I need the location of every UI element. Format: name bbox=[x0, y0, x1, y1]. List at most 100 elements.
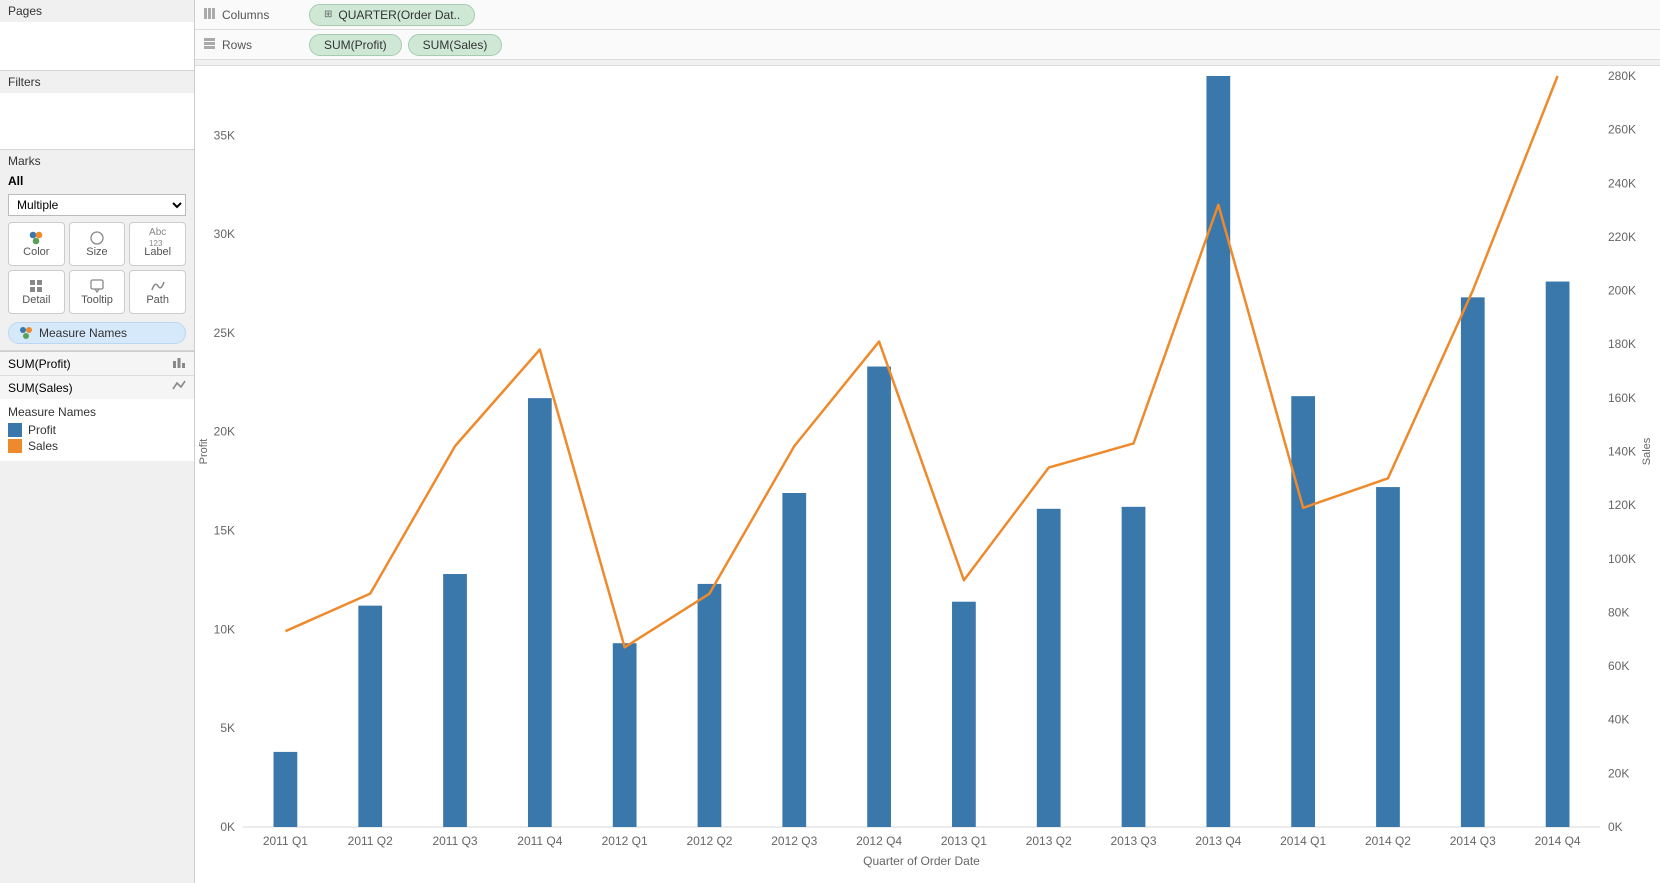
svg-text:240K: 240K bbox=[1608, 176, 1636, 190]
rows-pill[interactable]: SUM(Sales) bbox=[408, 34, 503, 56]
columns-icon bbox=[203, 7, 216, 23]
svg-text:2014 Q4: 2014 Q4 bbox=[1535, 834, 1581, 848]
pages-shelf[interactable]: Pages bbox=[0, 0, 194, 71]
svg-text:140K: 140K bbox=[1608, 445, 1636, 459]
svg-text:2013 Q1: 2013 Q1 bbox=[941, 834, 987, 848]
mark-size-button[interactable]: Size bbox=[69, 222, 126, 266]
legend-title: Measure Names bbox=[8, 405, 186, 419]
svg-text:0K: 0K bbox=[1608, 820, 1623, 834]
color-legend-icon bbox=[19, 326, 33, 340]
svg-text:80K: 80K bbox=[1608, 605, 1629, 619]
rows-pill[interactable]: SUM(Profit) bbox=[309, 34, 402, 56]
filters-title: Filters bbox=[0, 71, 194, 93]
marks-button-grid: ColorSizeAbc123Label DetailTooltipPath bbox=[0, 222, 194, 320]
main-area: Columns ⊞QUARTER(Order Dat.. Rows SUM(Pr… bbox=[195, 0, 1660, 883]
svg-text:2013 Q2: 2013 Q2 bbox=[1026, 834, 1072, 848]
svg-text:2012 Q1: 2012 Q1 bbox=[602, 834, 648, 848]
svg-text:2014 Q3: 2014 Q3 bbox=[1450, 834, 1496, 848]
measure-row[interactable]: SUM(Sales) bbox=[0, 375, 194, 399]
profit-bar[interactable] bbox=[528, 398, 552, 827]
profit-bar[interactable] bbox=[1291, 396, 1315, 827]
svg-text:2011 Q3: 2011 Q3 bbox=[432, 834, 477, 848]
mark-tooltip-button[interactable]: Tooltip bbox=[69, 270, 126, 314]
mark-color-button[interactable]: Color bbox=[8, 222, 65, 266]
label-icon: Abc123 bbox=[149, 230, 166, 246]
pages-title: Pages bbox=[0, 0, 194, 22]
measure-row[interactable]: SUM(Profit) bbox=[0, 351, 194, 375]
svg-text:2012 Q4: 2012 Q4 bbox=[856, 834, 902, 848]
mark-path-button[interactable]: Path bbox=[129, 270, 186, 314]
svg-text:2011 Q2: 2011 Q2 bbox=[348, 834, 393, 848]
rows-shelf-label: Rows bbox=[195, 37, 305, 53]
color-legend: Measure Names Profit Sales bbox=[0, 399, 194, 461]
profit-bar[interactable] bbox=[1546, 282, 1570, 827]
profit-bar[interactable] bbox=[274, 752, 298, 827]
detail-icon bbox=[28, 278, 44, 294]
bar-icon bbox=[172, 355, 186, 372]
profit-bar[interactable] bbox=[443, 574, 467, 827]
columns-shelf-label: Columns bbox=[195, 7, 305, 23]
filters-body[interactable] bbox=[0, 93, 194, 149]
profit-bar[interactable] bbox=[782, 493, 806, 827]
svg-text:260K: 260K bbox=[1608, 123, 1636, 137]
svg-text:20K: 20K bbox=[1608, 766, 1629, 780]
color-icon bbox=[28, 230, 44, 246]
profit-bar[interactable] bbox=[613, 643, 637, 827]
measure-axis-list: SUM(Profit)SUM(Sales) bbox=[0, 351, 194, 399]
svg-text:2014 Q2: 2014 Q2 bbox=[1365, 834, 1411, 848]
measure-names-pill[interactable]: Measure Names bbox=[8, 322, 186, 344]
svg-text:2014 Q1: 2014 Q1 bbox=[1280, 834, 1326, 848]
svg-text:Profit: Profit bbox=[198, 439, 210, 465]
marks-card: Marks All Multiple ColorSizeAbc123Label D… bbox=[0, 150, 194, 351]
filters-shelf[interactable]: Filters bbox=[0, 71, 194, 150]
svg-text:Quarter of Order Date: Quarter of Order Date bbox=[863, 854, 980, 868]
mark-detail-button[interactable]: Detail bbox=[8, 270, 65, 314]
size-icon bbox=[89, 230, 105, 246]
svg-text:100K: 100K bbox=[1608, 552, 1636, 566]
svg-text:10K: 10K bbox=[214, 622, 235, 636]
svg-text:2013 Q3: 2013 Q3 bbox=[1111, 834, 1157, 848]
svg-text:160K: 160K bbox=[1608, 391, 1636, 405]
profit-bar[interactable] bbox=[1206, 76, 1230, 827]
profit-bar[interactable] bbox=[867, 367, 891, 827]
profit-bar[interactable] bbox=[358, 606, 382, 827]
mark-label-button[interactable]: Abc123Label bbox=[129, 222, 186, 266]
profit-bar[interactable] bbox=[1037, 509, 1061, 827]
svg-text:2013 Q4: 2013 Q4 bbox=[1195, 834, 1241, 848]
svg-text:60K: 60K bbox=[1608, 659, 1629, 673]
profit-bar[interactable] bbox=[1461, 297, 1485, 827]
marks-type-select[interactable]: Multiple bbox=[8, 194, 186, 216]
chart-area[interactable]: 0K5K10K15K20K25K30K35K0K20K40K60K80K100K… bbox=[195, 66, 1660, 883]
svg-text:20K: 20K bbox=[214, 425, 235, 439]
measure-names-label: Measure Names bbox=[39, 326, 127, 340]
sales-line[interactable] bbox=[285, 76, 1557, 647]
dual-axis-chart[interactable]: 0K5K10K15K20K25K30K35K0K20K40K60K80K100K… bbox=[195, 66, 1660, 883]
path-icon bbox=[150, 278, 166, 294]
svg-text:180K: 180K bbox=[1608, 337, 1636, 351]
profit-bar[interactable] bbox=[952, 602, 976, 827]
legend-swatch bbox=[8, 439, 22, 453]
line-icon bbox=[172, 379, 186, 396]
tooltip-icon bbox=[89, 278, 105, 294]
svg-text:280K: 280K bbox=[1608, 69, 1636, 83]
svg-text:5K: 5K bbox=[220, 721, 235, 735]
pages-body[interactable] bbox=[0, 22, 194, 70]
svg-text:120K: 120K bbox=[1608, 498, 1636, 512]
marks-title: Marks bbox=[0, 150, 194, 172]
columns-shelf[interactable]: Columns ⊞QUARTER(Order Dat.. bbox=[195, 0, 1660, 30]
svg-text:220K: 220K bbox=[1608, 230, 1636, 244]
svg-text:200K: 200K bbox=[1608, 284, 1636, 298]
svg-text:30K: 30K bbox=[214, 227, 235, 241]
rows-shelf[interactable]: Rows SUM(Profit) SUM(Sales) bbox=[195, 30, 1660, 60]
svg-text:2012 Q2: 2012 Q2 bbox=[686, 834, 732, 848]
columns-pill[interactable]: ⊞QUARTER(Order Dat.. bbox=[309, 4, 475, 26]
legend-item[interactable]: Sales bbox=[8, 439, 186, 453]
svg-text:2011 Q4: 2011 Q4 bbox=[517, 834, 562, 848]
legend-item[interactable]: Profit bbox=[8, 423, 186, 437]
profit-bar[interactable] bbox=[1122, 507, 1146, 827]
svg-text:40K: 40K bbox=[1608, 713, 1629, 727]
svg-text:2012 Q3: 2012 Q3 bbox=[771, 834, 817, 848]
profit-bar[interactable] bbox=[1376, 487, 1400, 827]
profit-bar[interactable] bbox=[698, 584, 722, 827]
marks-all-label[interactable]: All bbox=[0, 172, 194, 194]
